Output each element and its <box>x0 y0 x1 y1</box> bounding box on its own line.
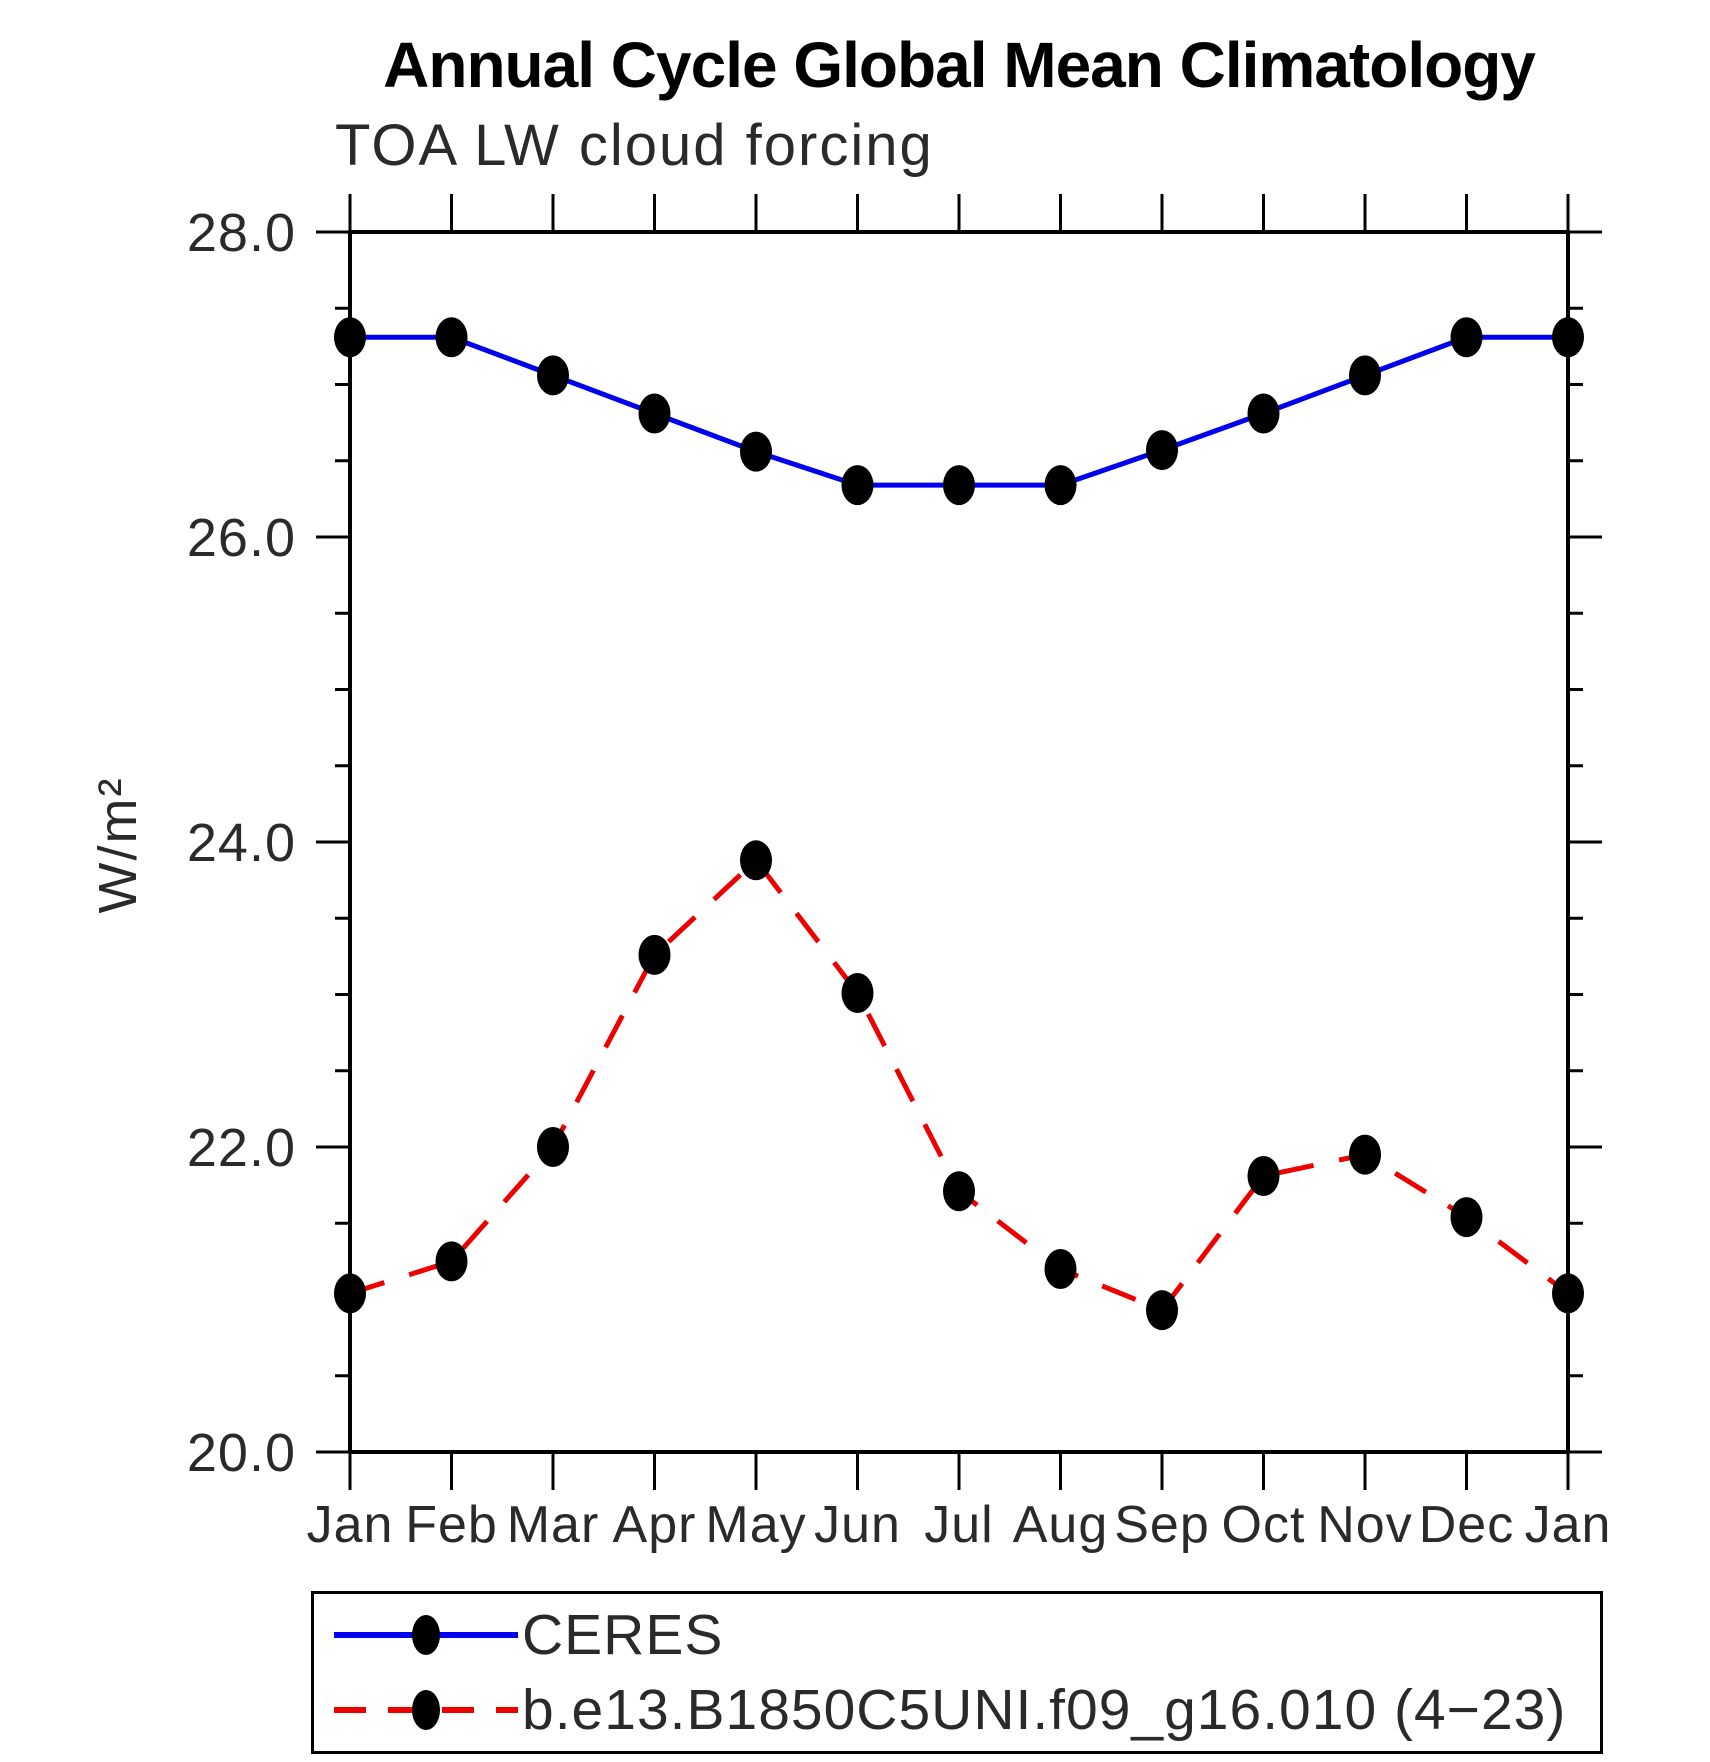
data-point-series-1 <box>1349 1134 1381 1175</box>
data-point-series-0 <box>1247 393 1280 434</box>
x-tick-label: Oct <box>1222 1496 1306 1554</box>
legend-label-model: b.e13.B1850C5UNI.f09_g16.010 (4−23) <box>522 1677 1567 1742</box>
data-point-series-0 <box>1450 317 1483 358</box>
x-tick-label: Jan <box>307 1496 394 1554</box>
data-point-series-0 <box>1349 355 1381 396</box>
data-point-series-0 <box>638 393 671 434</box>
data-point-series-1 <box>740 840 772 881</box>
legend-marker-dot <box>412 1689 440 1730</box>
y-tick-label: 26.0 <box>187 508 296 568</box>
chart-subtitle: TOA LW cloud forcing <box>335 113 934 178</box>
data-point-series-0 <box>435 317 468 358</box>
data-point-series-1 <box>435 1241 468 1282</box>
data-point-series-0 <box>537 355 569 396</box>
series-line-1 <box>349 856 1570 1314</box>
y-axis-label: W/m² <box>88 776 148 914</box>
x-tick-label: Aug <box>1013 1496 1109 1554</box>
x-tick-label: Feb <box>405 1496 498 1554</box>
y-tick-label: 28.0 <box>187 203 296 263</box>
data-point-series-1 <box>1552 1273 1584 1314</box>
x-tick-label: Apr <box>613 1496 697 1554</box>
data-point-series-1 <box>537 1127 569 1167</box>
y-tick-label: 20.0 <box>187 1423 296 1483</box>
y-tick-label: 22.0 <box>187 1118 296 1178</box>
x-tick-label: Jun <box>814 1496 901 1554</box>
x-tick-label: Mar <box>507 1496 600 1554</box>
data-point-series-1 <box>841 972 874 1013</box>
data-point-series-0 <box>943 465 975 506</box>
legend-label-ceres: CERES <box>522 1603 724 1668</box>
data-point-series-1 <box>638 934 671 975</box>
y-tick-label: 24.0 <box>187 813 296 873</box>
x-tick-label: Sep <box>1114 1496 1210 1554</box>
data-point-series-1 <box>1247 1155 1280 1196</box>
x-tick-label: Nov <box>1317 1496 1412 1554</box>
x-tick-label: Jul <box>924 1496 993 1554</box>
data-point-series-0 <box>334 317 366 358</box>
data-point-series-0 <box>1146 430 1178 471</box>
x-tick-label: Jan <box>1525 1496 1612 1554</box>
data-point-series-1 <box>943 1171 975 1212</box>
data-point-series-0 <box>1552 317 1584 358</box>
data-point-series-1 <box>1146 1290 1178 1331</box>
legend-item-model: b.e13.B1850C5UNI.f09_g16.010 (4−23) <box>330 1677 1600 1743</box>
data-point-series-1 <box>1044 1249 1077 1289</box>
chart-title: Annual Cycle Global Mean Climatology <box>383 29 1536 101</box>
data-point-series-0 <box>841 465 874 506</box>
legend-line-sample-dashed <box>334 1689 518 1730</box>
x-tick-label: Dec <box>1419 1496 1514 1554</box>
data-point-series-0 <box>740 431 772 472</box>
x-tick-label: May <box>705 1496 806 1554</box>
legend-line-sample-solid <box>334 1615 518 1656</box>
series-line-0 <box>350 334 1568 488</box>
legend-box: CERES b.e13.B1850C5UNI.f09_g16.010 (4−23… <box>311 1591 1603 1754</box>
legend-marker-dot <box>412 1615 440 1656</box>
data-point-series-1 <box>334 1273 366 1314</box>
legend-item-ceres: CERES <box>330 1602 1600 1668</box>
data-point-series-1 <box>1450 1197 1483 1238</box>
data-point-series-0 <box>1044 465 1077 506</box>
